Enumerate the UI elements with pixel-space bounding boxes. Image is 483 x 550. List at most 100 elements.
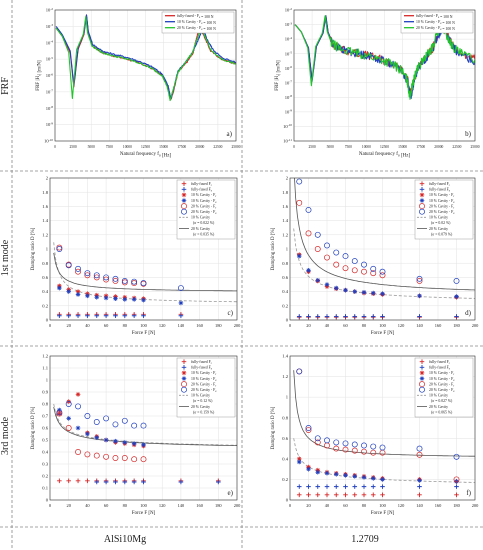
data-point (314, 231, 321, 238)
x-tick-label: 180 (215, 503, 222, 508)
legend-label: 20 % Cavity - Fe (191, 210, 217, 215)
x-tick-label: 17500 (177, 145, 186, 149)
y-tick-label: 10-3 (46, 23, 54, 29)
data-point (178, 300, 184, 306)
panel-label: e) (228, 489, 234, 497)
x-tick-label: 160 (196, 503, 203, 508)
data-point (324, 282, 330, 287)
x-axis-label: Natural frequency f0 [Hz] (120, 152, 172, 158)
legend-label: 10 % Cavity - Fr (191, 371, 216, 376)
y-tick-label: 0.9 (42, 390, 48, 395)
y-axis-label: FRF |Hr| [m/N] (275, 60, 281, 91)
y-tick-label: 10-2 (46, 7, 54, 13)
plot-frame (49, 355, 238, 501)
data-point (56, 244, 63, 251)
legend-swatch (419, 187, 425, 192)
data-point (296, 459, 302, 465)
legend-swatch (419, 192, 425, 198)
data-point (85, 431, 90, 437)
y-tick-label: 0.6 (282, 436, 288, 441)
x-tick-label: 25000 (471, 145, 480, 149)
y-tick-label: 10-9 (285, 109, 293, 115)
y-tick-label: 2 (286, 176, 289, 181)
x-tick-label: 60 (343, 503, 348, 508)
x-tick-label: 200 (472, 503, 479, 508)
y-tick-label: 1.2 (42, 354, 48, 359)
y-tick-label: 0.4 (42, 450, 48, 455)
legend-swatch (181, 381, 187, 388)
data-point (370, 476, 376, 481)
legend-label: 20 % Cavity - Fe (429, 210, 455, 215)
data-point (121, 417, 128, 424)
x-tick-label: 20 (67, 323, 72, 328)
x-tick-label: 0 (293, 145, 295, 149)
data-point (351, 258, 358, 265)
data-point (113, 296, 118, 301)
data-point (103, 437, 109, 443)
x-tick-label: 100 (379, 323, 386, 328)
data-point (84, 451, 91, 458)
legend-swatch (181, 370, 187, 376)
data-point (380, 484, 385, 489)
y-tick-label: 0 (286, 318, 289, 323)
data-point (113, 313, 118, 319)
legend-swatch (419, 381, 425, 388)
chart-a: 0 2500 5000 7500 10000 12500 15000 17500 20000 22… (36, 7, 241, 158)
legend-swatch (181, 386, 187, 393)
data-point (305, 206, 312, 213)
data-point (454, 492, 459, 498)
y-tick-label: 10-7 (285, 80, 293, 86)
data-point (121, 279, 128, 286)
y-tick-label: 10-7 (46, 89, 54, 95)
y-tick-label: 0.4 (282, 289, 288, 294)
y-tick-label: 1.2 (282, 374, 288, 379)
data-point (370, 492, 376, 498)
data-point (84, 270, 91, 277)
data-point (216, 479, 221, 485)
y-tick-label: 1.4 (282, 354, 288, 359)
legend-label: fully-fused - Fe = 100 N (177, 14, 214, 19)
panel-label: f) (466, 489, 471, 497)
x-axis-label: Force F [N] (371, 511, 395, 516)
data-point (314, 435, 321, 442)
data-point (103, 479, 109, 485)
legend-label: fully-fused Fe (429, 366, 451, 371)
y-tick-label: 0 (46, 498, 49, 503)
data-point (361, 268, 367, 275)
legend-label: fully-fused Fr (429, 360, 450, 365)
data-point (141, 313, 146, 319)
chart-c: 0 20 40 60 80 100 120 140 160 180 200 0 0.2 0.4 0.6 0.8… (31, 176, 241, 336)
x-tick-label: 7500 (106, 145, 113, 149)
row-label-3rd-mode: 3rd mode (0, 416, 11, 455)
column-label-1-2709: 1.2709 (351, 534, 379, 545)
data-point (65, 401, 72, 407)
data-point (315, 484, 321, 489)
x-tick-label: 60 (104, 323, 109, 328)
data-point (361, 442, 367, 449)
data-point (177, 285, 184, 291)
y-tick-label: 0.4 (42, 289, 48, 294)
data-point (75, 268, 82, 275)
x-tick-label: 160 (435, 323, 442, 328)
data-point (56, 246, 63, 252)
legend-note: (σ = 0.035 %) (193, 232, 215, 236)
y-tick-label: 1.8 (42, 190, 48, 195)
legend-swatch (181, 192, 187, 198)
x-tick-label: 60 (343, 323, 348, 328)
data-point (75, 449, 82, 455)
data-point (333, 439, 340, 446)
data-point (113, 438, 118, 444)
data-point (453, 278, 460, 284)
data-point (75, 292, 81, 297)
chart-f: 0 20 40 60 80 100 120 140 160 180 200 0 0.2 0.4 0.6 0.8… (271, 354, 479, 516)
y-tick-label: 0.8 (282, 261, 288, 266)
legend-label: fully-fused Fr (191, 182, 212, 187)
y-tick-label: 1 (46, 247, 49, 252)
legend-label: 20 % Cavity (429, 227, 448, 231)
legend-note: (σ = 0.159 %) (193, 410, 215, 414)
data-point (379, 272, 386, 279)
legend-label: 10 % Cavity - Fe = 100 N (177, 20, 216, 25)
x-tick-label: 0 (289, 323, 292, 328)
